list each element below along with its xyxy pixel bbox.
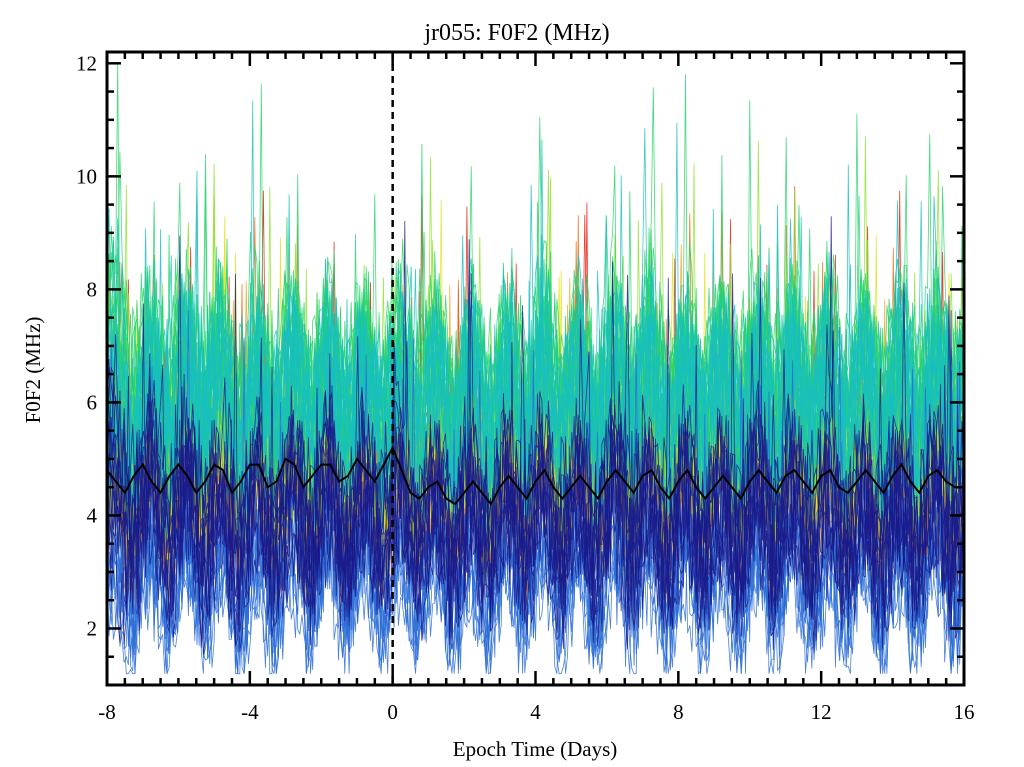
mean-series-line — [107, 445, 964, 506]
trace-line — [107, 273, 964, 646]
trace-line — [107, 235, 964, 647]
y-tick-label: 2 — [87, 616, 98, 640]
trace-line — [107, 196, 964, 539]
mean-series — [107, 445, 964, 506]
y-axis-label: F0F2 (MHz) — [21, 317, 45, 424]
x-tick-label: 4 — [530, 700, 541, 724]
y-tick-label: 4 — [87, 503, 98, 527]
y-tick-label: 10 — [76, 164, 97, 188]
chart-title: jr055: F0F2 (MHz) — [423, 20, 609, 46]
axis-ticks — [105, 52, 966, 687]
trace-line — [107, 208, 964, 548]
x-tick-label: -8 — [98, 700, 116, 724]
x-tick-label: -4 — [241, 700, 259, 724]
trace-line — [107, 345, 964, 641]
y-tick-label: 6 — [87, 390, 98, 414]
trace-bundle — [107, 63, 964, 675]
x-tick-label: 8 — [673, 700, 684, 724]
x-tick-label: 12 — [811, 700, 832, 724]
x-axis-label: Epoch Time (Days) — [453, 737, 618, 761]
trace-line — [107, 295, 964, 655]
y-tick-label: 8 — [87, 277, 98, 301]
trace-line — [107, 368, 964, 674]
x-tick-label: 0 — [387, 700, 398, 724]
y-tick-label: 12 — [76, 51, 97, 75]
axis-tick-labels: -8 -4 0 4 8 12 16 2 4 6 8 10 12 — [76, 51, 975, 724]
x-tick-label: 16 — [954, 700, 975, 724]
